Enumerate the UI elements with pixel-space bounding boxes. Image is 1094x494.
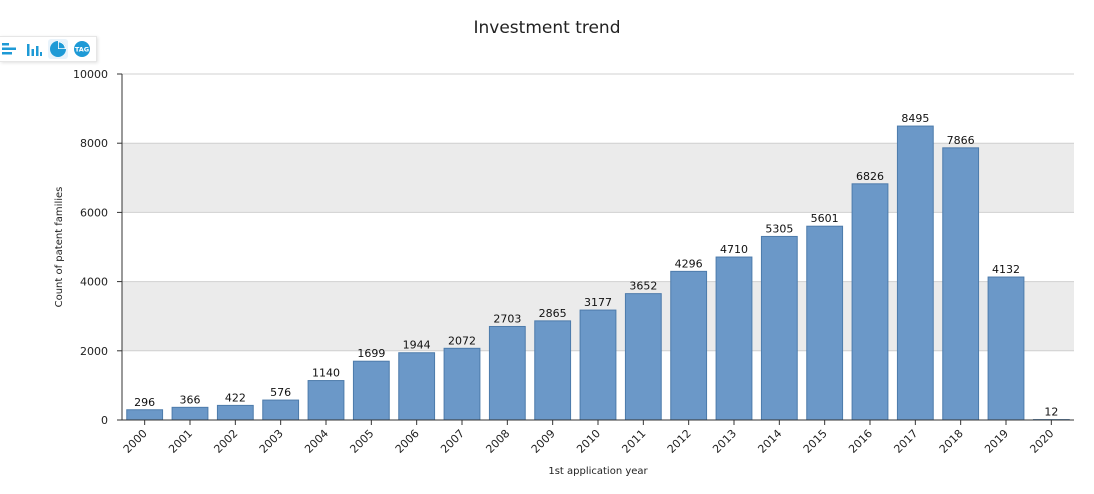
x-tick-label-2017: 2017: [891, 427, 920, 456]
tag-icon-label: TAG: [75, 46, 89, 54]
data-label-2005: 1699: [357, 347, 385, 360]
axes: [117, 73, 1074, 425]
x-tick-label-2004: 2004: [302, 427, 331, 456]
data-label-2014: 5305: [765, 222, 793, 235]
bar-2006[interactable]: [398, 352, 436, 421]
data-label-2019: 4132: [992, 263, 1020, 276]
data-label-2013: 4710: [720, 243, 748, 256]
vertical-bar-chart-icon: [27, 44, 42, 56]
data-label-2020: 12: [1044, 406, 1058, 419]
data-label-2018: 7866: [947, 134, 975, 147]
bar-2013[interactable]: [715, 256, 753, 421]
data-label-2008: 2703: [493, 312, 521, 325]
bar-2003[interactable]: [262, 399, 300, 421]
x-tick-label-2010: 2010: [574, 427, 603, 456]
y-tick-label: 0: [101, 414, 108, 427]
y-tick-label: 4000: [80, 276, 108, 289]
data-label-2009: 2865: [539, 307, 567, 320]
data-label-2000: 296: [134, 396, 155, 409]
vertical-bar-chart-button[interactable]: [24, 39, 44, 59]
x-tick-label-2001: 2001: [166, 427, 195, 456]
bar-2011[interactable]: [624, 293, 662, 421]
bar-2007[interactable]: [443, 347, 481, 421]
data-label-2002: 422: [225, 391, 246, 404]
y-tick-label: 10000: [73, 68, 108, 81]
x-tick-label-2018: 2018: [937, 427, 966, 456]
pie-chart-button[interactable]: [48, 39, 68, 59]
bar-2000[interactable]: [126, 409, 164, 421]
x-tick-label-2015: 2015: [801, 427, 830, 456]
bar-2014[interactable]: [760, 235, 798, 421]
chart-type-toolbar: TAG: [0, 36, 97, 62]
x-tick-label-2019: 2019: [982, 427, 1011, 456]
tag-cloud-button[interactable]: TAG: [72, 39, 92, 59]
bar-2012[interactable]: [670, 270, 708, 421]
y-tick-label: 8000: [80, 137, 108, 150]
horizontal-bar-chart-icon: [2, 43, 16, 55]
x-tick-label-2002: 2002: [211, 427, 240, 456]
bar-2005[interactable]: [352, 360, 390, 421]
bar-2002[interactable]: [216, 404, 254, 421]
data-label-2016: 6826: [856, 170, 884, 183]
x-tick-label-2020: 2020: [1027, 427, 1056, 456]
bar-2001[interactable]: [171, 406, 209, 421]
x-tick-label-2012: 2012: [665, 427, 694, 456]
x-tick-label-2007: 2007: [438, 427, 467, 456]
chart-title: Investment trend: [473, 18, 621, 38]
tag-cloud-icon: TAG: [74, 41, 90, 57]
data-label-2007: 2072: [448, 334, 476, 347]
y-tick-label: 2000: [80, 345, 108, 358]
bars: [126, 125, 1070, 421]
horizontal-bar-chart-button[interactable]: [0, 39, 20, 59]
bar-2008[interactable]: [488, 325, 526, 421]
pie-chart-icon: [50, 41, 66, 57]
bar-2004[interactable]: [307, 380, 345, 421]
bar-2017[interactable]: [896, 125, 934, 421]
data-label-2006: 1944: [403, 339, 431, 352]
x-tick-label-2011: 2011: [619, 427, 648, 456]
x-tick-label-2009: 2009: [529, 427, 558, 456]
bar-2016[interactable]: [851, 183, 889, 421]
x-tick-label-2003: 2003: [257, 427, 286, 456]
bar-2015[interactable]: [806, 225, 844, 421]
x-tick-label-2013: 2013: [710, 427, 739, 456]
x-tick-label-2000: 2000: [121, 427, 150, 456]
data-label-2004: 1140: [312, 367, 340, 380]
x-tick-label-2006: 2006: [393, 427, 422, 456]
x-tick-label-2016: 2016: [846, 427, 875, 456]
x-tick-label-2005: 2005: [347, 427, 376, 456]
data-label-2015: 5601: [811, 212, 839, 225]
data-label-2003: 576: [270, 386, 291, 399]
data-label-2012: 4296: [675, 257, 703, 270]
data-labels: 296 366 422 576 1140 1699 1944 2072 2703 2865 3177…: [134, 112, 1058, 419]
x-tick-label-2008: 2008: [483, 427, 512, 456]
x-axis-title: 1st application year: [548, 466, 648, 477]
x-tick-labels: 2000 2001 2002 2003 2004 2005 2006 2007 2008 2009…: [121, 427, 1057, 456]
y-tick-labels: 0 2000 4000 6000 8000 10000: [73, 68, 108, 427]
bar-2010[interactable]: [579, 309, 617, 421]
y-tick-label: 6000: [80, 206, 108, 219]
data-label-2010: 3177: [584, 296, 612, 309]
bar-2018[interactable]: [942, 147, 980, 421]
x-tick-label-2014: 2014: [755, 427, 784, 456]
data-label-2001: 366: [180, 393, 201, 406]
y-axis-title: Count of patent families: [54, 187, 65, 308]
data-label-2011: 3652: [629, 280, 657, 293]
bar-2019[interactable]: [987, 276, 1025, 421]
bar-2009[interactable]: [534, 320, 572, 421]
data-label-2017: 8495: [901, 112, 929, 125]
